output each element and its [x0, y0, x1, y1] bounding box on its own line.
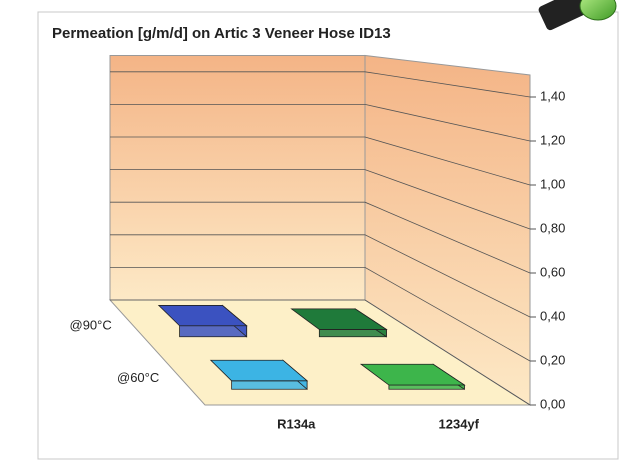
back-wall — [110, 56, 365, 301]
bar-front — [389, 385, 464, 389]
y-tick-label: 1,20 — [540, 132, 565, 147]
bar-front — [232, 381, 307, 389]
series-label: @60°C — [117, 370, 159, 385]
y-tick-label: 0,40 — [540, 308, 565, 323]
series-label: @90°C — [70, 318, 112, 333]
bar-front — [319, 329, 386, 336]
y-tick-label: 0,00 — [540, 396, 565, 411]
y-tick-label: 1,40 — [540, 88, 565, 103]
chart: Permeation [g/m/d] on Artic 3 Veneer Hos… — [0, 0, 624, 460]
y-tick-label: 0,20 — [540, 352, 565, 367]
y-tick-label: 1,00 — [540, 176, 565, 191]
x-tick-label: 1234yf — [439, 416, 480, 431]
y-tick-label: 0,80 — [540, 220, 565, 235]
x-tick-label: R134a — [277, 416, 316, 431]
chart-title: Permeation [g/m/d] on Artic 3 Veneer Hos… — [52, 25, 391, 42]
plot-area: 0,00 0,20 0,40 0,60 0,80 1,00 1,20 1,40 R134a 123… — [70, 56, 566, 432]
y-tick-label: 0,60 — [540, 264, 565, 279]
